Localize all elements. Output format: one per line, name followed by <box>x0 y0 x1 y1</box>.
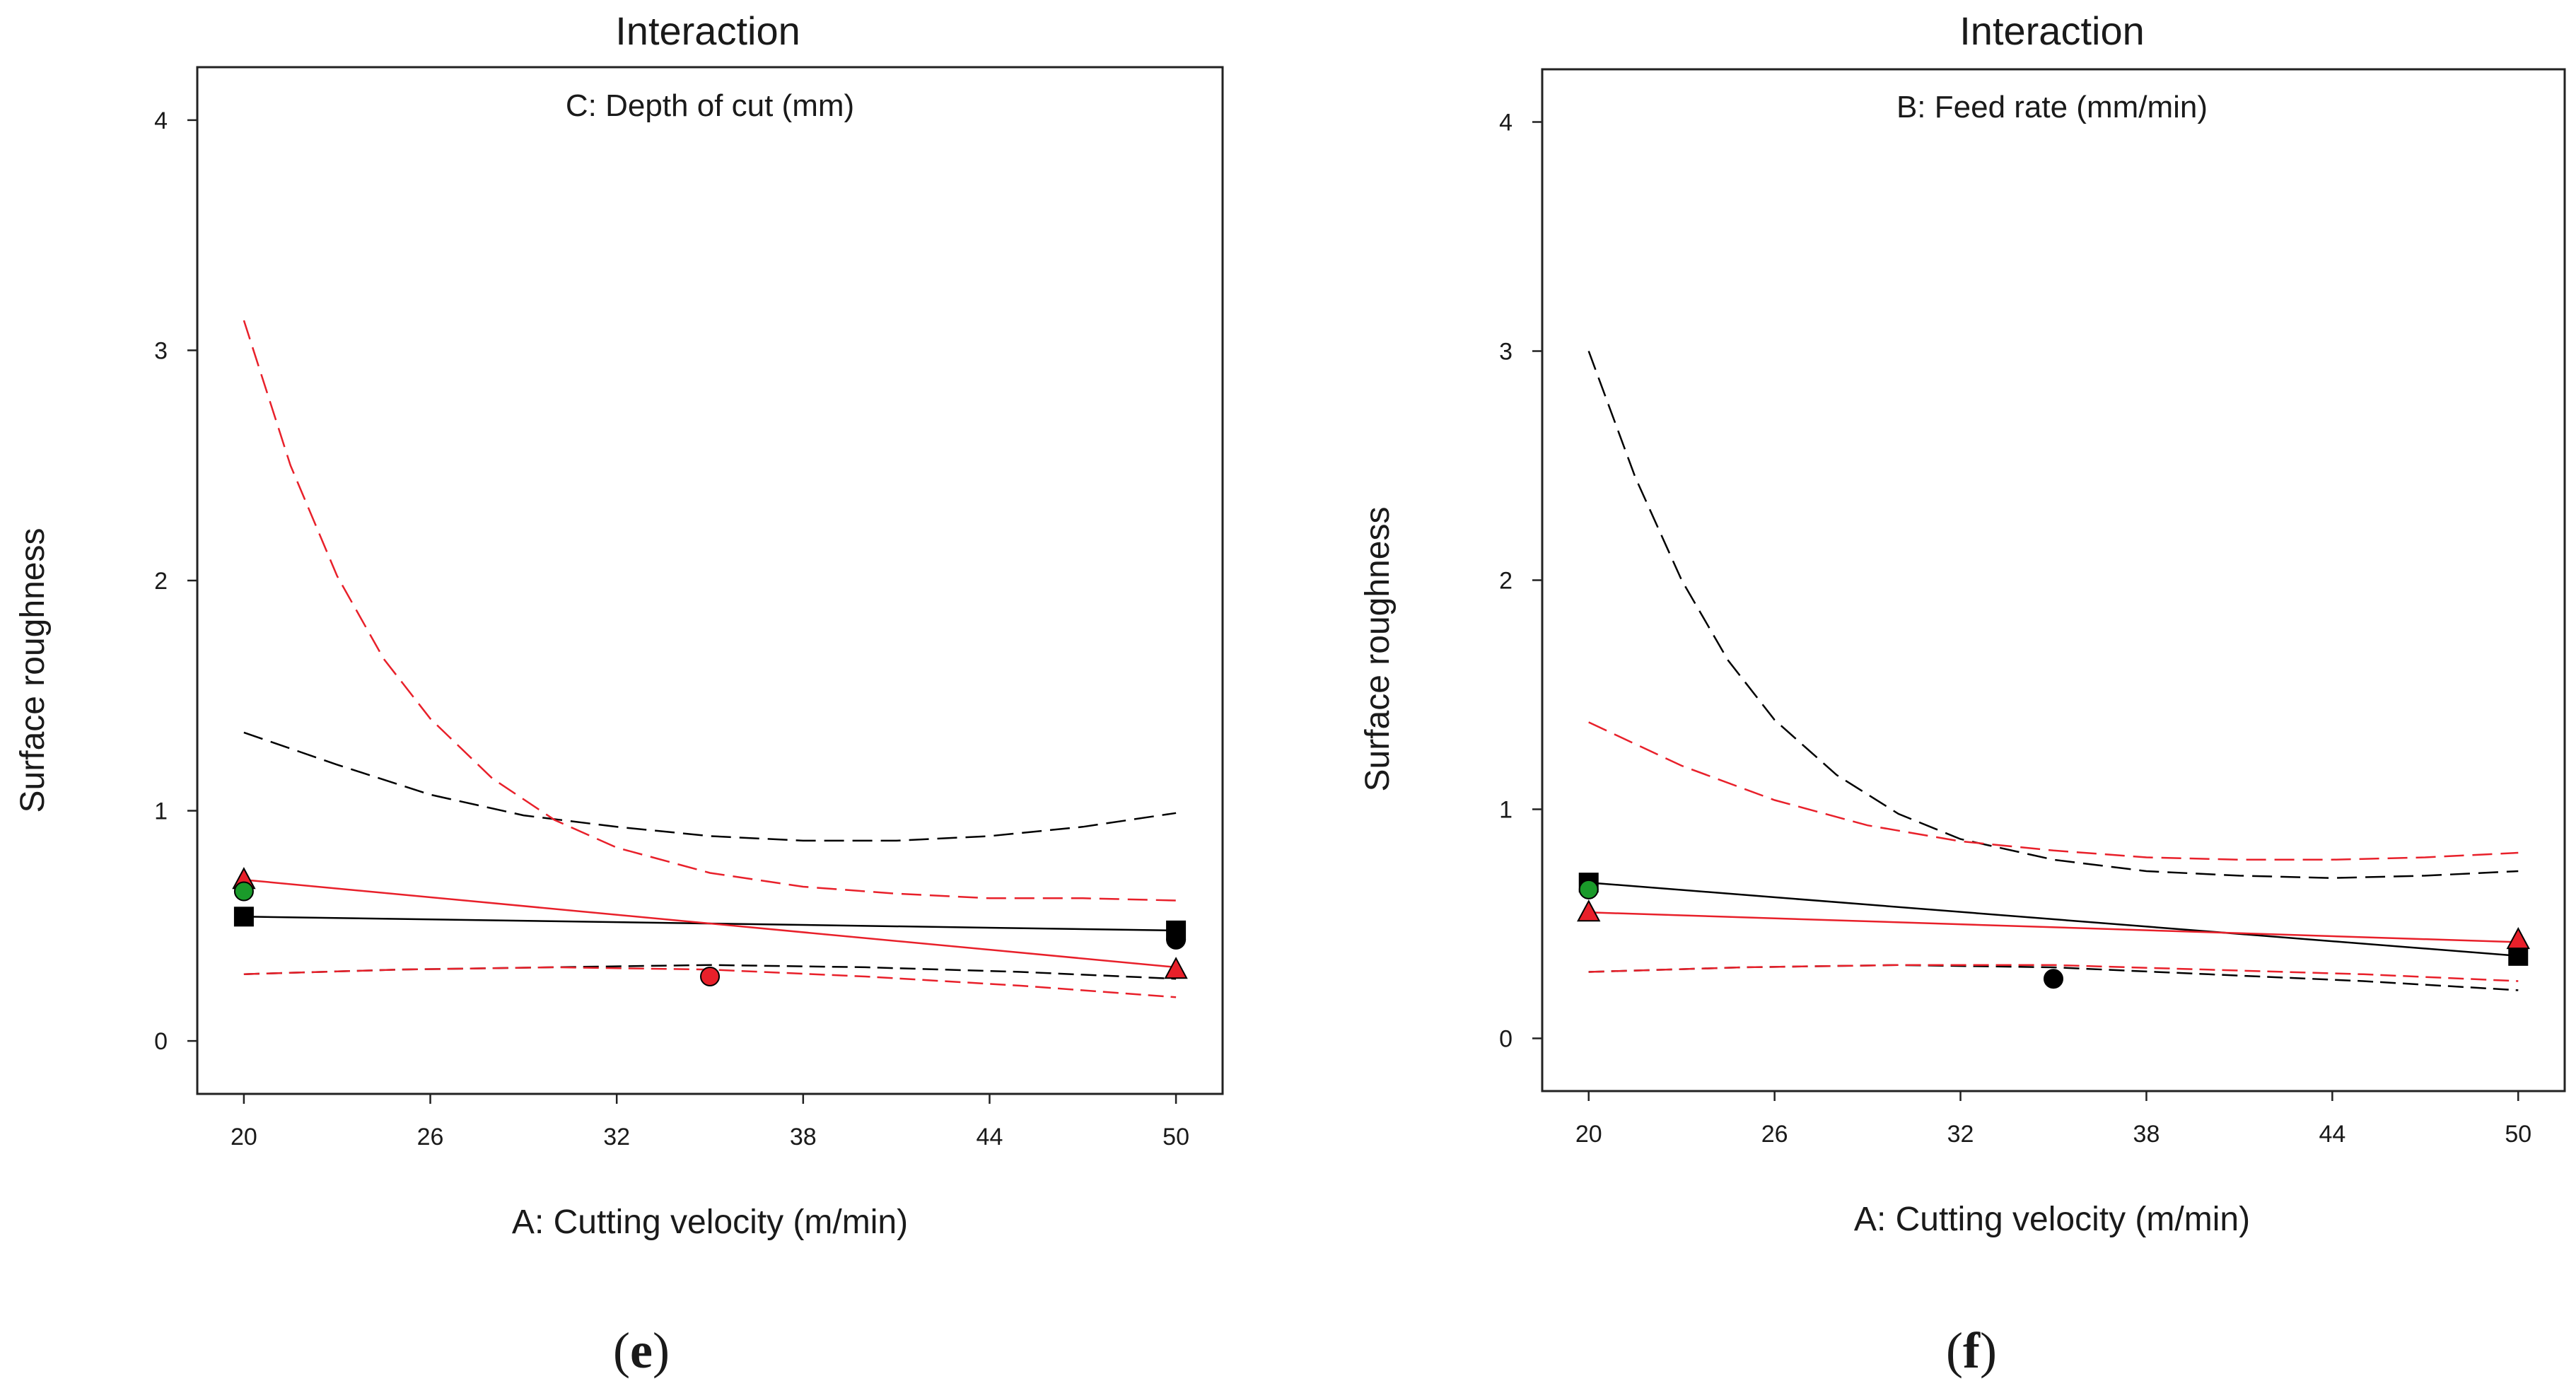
x-tick-label: 38 <box>790 1124 817 1150</box>
chart-title: Interaction <box>1959 8 2145 53</box>
design-point <box>233 881 254 902</box>
x-tick-label: 44 <box>977 1124 1003 1150</box>
ci-lower-line-b- <box>1588 964 2519 991</box>
panel-label: (f) <box>1946 1322 1997 1379</box>
design-point <box>2044 969 2063 989</box>
design-point <box>1166 929 1187 950</box>
x-ticks: 20 26 32 38 44 50 <box>1575 1091 2531 1148</box>
ci-upper-line-b- <box>1588 721 2519 861</box>
y-axis-label: Surface roughness <box>14 528 52 813</box>
y-ticks: 0 1 2 3 4 <box>154 107 197 1055</box>
y-tick-label: 3 <box>1499 339 1513 366</box>
fit-line-b- <box>1588 881 2519 957</box>
data-point-c- <box>1164 957 1188 979</box>
y-tick-label: 2 <box>154 568 168 595</box>
panel-label: (e) <box>613 1322 670 1379</box>
y-tick-label: 1 <box>154 798 168 825</box>
y-tick-label: 3 <box>154 337 168 364</box>
x-tick-label: 32 <box>603 1124 630 1150</box>
x-tick-label: 20 <box>231 1124 257 1150</box>
data-point-c- <box>233 907 254 927</box>
design-point <box>700 966 720 986</box>
y-tick-label: 0 <box>154 1028 168 1055</box>
y-ticks: 0 1 2 3 4 <box>1499 110 1542 1052</box>
y-tick-label: 2 <box>1499 568 1513 595</box>
fit-line-c- <box>243 878 1177 969</box>
x-ticks: 20 26 32 38 44 50 <box>231 1094 1189 1150</box>
y-tick-label: 4 <box>154 107 168 134</box>
x-axis-label: A: Cutting velocity (m/min) <box>1854 1201 2250 1238</box>
chart-title: Interaction <box>615 8 800 53</box>
y-tick-label: 0 <box>1499 1025 1513 1052</box>
x-tick-label: 50 <box>2505 1121 2531 1148</box>
series-layer <box>232 320 1188 998</box>
legend-title: C: Depth of cut (mm) <box>566 88 854 123</box>
data-point-b- <box>1577 899 1601 922</box>
plot-frame <box>196 66 1224 1095</box>
design-point <box>1578 879 1599 899</box>
x-tick-label: 32 <box>1947 1121 1974 1148</box>
x-axis-label: A: Cutting velocity (m/min) <box>512 1203 908 1241</box>
x-tick-label: 26 <box>417 1124 444 1150</box>
x-tick-label: 44 <box>2319 1121 2345 1148</box>
series-layer <box>1577 351 2530 991</box>
data-point-b- <box>2508 945 2529 966</box>
ci-upper-line-b- <box>1587 351 2519 879</box>
ci-lower-line-b- <box>1588 964 2519 982</box>
ci-upper-line-c- <box>243 320 1177 902</box>
data-point-b- <box>2506 927 2530 950</box>
plot-frame <box>1541 68 2566 1092</box>
y-tick-label: 1 <box>1499 796 1513 823</box>
panel-f: Interaction B: Feed rate (mm/min) Surfac… <box>1359 8 2566 1379</box>
ci-upper-line-c- <box>243 731 1177 842</box>
x-tick-label: 50 <box>1162 1124 1189 1150</box>
y-axis-label: Surface roughness <box>1359 507 1397 792</box>
legend-title: B: Feed rate (mm/min) <box>1896 90 2208 124</box>
panel-e: Interaction C: Depth of cut (mm) Surface… <box>14 8 1224 1379</box>
ci-lower-line-c- <box>243 964 1177 980</box>
y-tick-label: 4 <box>1499 110 1513 136</box>
x-tick-label: 38 <box>2133 1121 2160 1148</box>
panel-letter: e <box>630 1322 653 1379</box>
x-tick-label: 20 <box>1575 1121 1602 1148</box>
panel-letter: f <box>1963 1322 1981 1379</box>
x-tick-label: 26 <box>1761 1121 1788 1148</box>
fit-line-b- <box>1588 911 2519 943</box>
